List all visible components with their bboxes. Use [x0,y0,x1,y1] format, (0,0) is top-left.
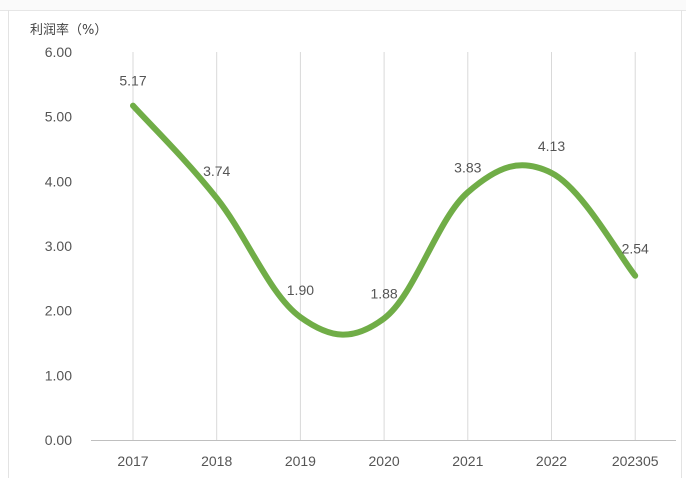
y-tick-label: 6.00 [45,44,72,60]
data-label: 3.83 [454,159,481,175]
y-tick-label: 1.00 [45,367,72,383]
series-line [130,102,639,338]
x-tick-label: 2018 [201,453,232,469]
y-tick-label: 5.00 [45,109,72,125]
series-layer [130,102,639,338]
data-label: 3.74 [203,163,230,179]
data-label: 5.17 [119,73,146,89]
x-tick-label: 2022 [536,453,567,469]
data-label: 1.88 [370,285,397,301]
y-axis-title: 利润率（%） [30,22,107,38]
data-labels: 5.17 3.74 1.90 1.88 3.83 4.13 2.54 [119,73,649,302]
chart-frame [8,10,682,478]
x-tick-label: 2019 [285,453,316,469]
grid-layer [132,52,636,440]
data-label: 4.13 [538,138,565,154]
x-tick-label: 202305 [612,453,659,469]
x-ticks: 2017 2018 2019 2020 2021 2022 202305 [117,453,658,469]
data-label: 2.54 [622,241,649,257]
data-label: 1.90 [287,282,314,298]
y-tick-label: 4.00 [45,173,72,189]
top-strip [0,0,686,11]
x-tick-label: 2021 [452,453,483,469]
y-tick-label: 3.00 [45,238,72,254]
x-tick-label: 2017 [117,453,148,469]
y-tick-label: 0.00 [45,432,72,448]
x-tick-label: 2020 [369,453,400,469]
y-tick-label: 2.00 [45,303,72,319]
y-ticks: 0.00 1.00 2.00 3.00 4.00 5.00 6.00 [45,44,72,448]
